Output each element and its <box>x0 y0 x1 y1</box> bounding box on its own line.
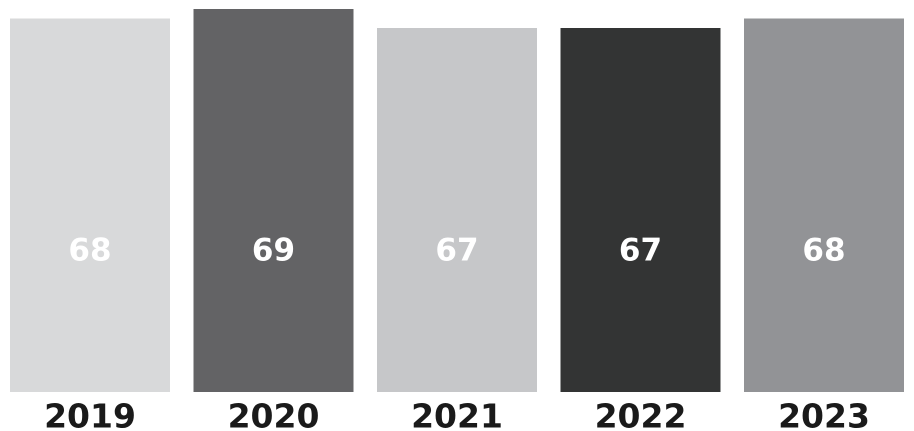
value-label-2023: 68 <box>802 233 845 269</box>
category-label-2020: 2020 <box>228 397 320 431</box>
value-label-2020: 69 <box>252 233 295 269</box>
value-label-2022: 67 <box>619 233 662 269</box>
bar-2021 <box>377 28 537 392</box>
category-label-2019: 2019 <box>44 397 136 431</box>
value-label-2019: 68 <box>68 233 111 269</box>
bar-2020 <box>193 9 354 392</box>
category-label-2021: 2021 <box>411 397 503 431</box>
value-label-2021: 67 <box>435 233 478 269</box>
bar-2022 <box>560 28 721 392</box>
category-label-2022: 2022 <box>595 397 687 431</box>
category-label-2023: 2023 <box>778 397 870 431</box>
bar-2019 <box>10 18 170 392</box>
bar-2023 <box>744 18 904 392</box>
